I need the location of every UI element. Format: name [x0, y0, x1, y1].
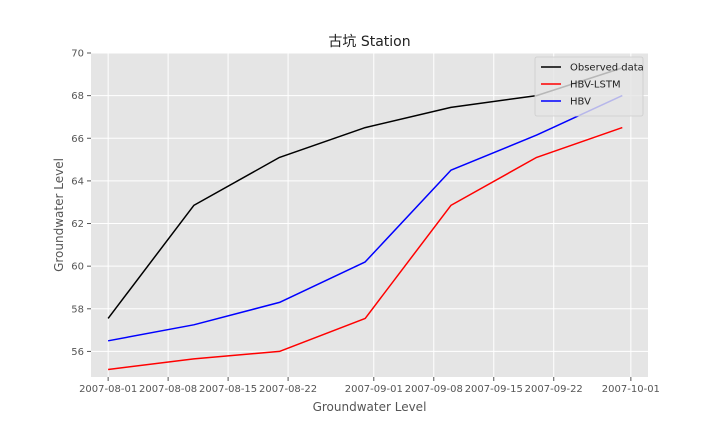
y-tick-label: 68 [71, 91, 84, 102]
y-tick-label: 66 [71, 134, 84, 145]
y-tick-label: 64 [71, 176, 84, 187]
x-tick-label: 2007-10-01 [602, 384, 660, 395]
legend-label-hbv: HBV [570, 97, 591, 108]
x-tick-label: 2007-08-15 [199, 384, 257, 395]
chart-title: 古坑 Station [328, 34, 410, 50]
x-tick-label: 2007-09-01 [345, 384, 403, 395]
legend-label-hbv-lstm: HBV-LSTM [570, 80, 621, 91]
series-line-hbv-lstm [108, 126, 623, 371]
y-tick-label: 58 [71, 304, 84, 315]
x-axis-ticks: 2007-08-01 2007-08-08 2007-08-15 2007-08-22… [79, 377, 660, 395]
y-tick-label: 70 [71, 49, 84, 60]
legend-box [534, 56, 644, 117]
x-tick-label: 2007-08-01 [79, 384, 137, 395]
y-axis-ticks: 56 58 60 62 64 66 68 70 [71, 49, 91, 358]
x-axis-label: Groundwater Level [313, 400, 427, 414]
legend-label-observed-data: Observed data [570, 63, 644, 74]
x-tick-label: 2007-09-15 [465, 384, 523, 395]
legend: Observed data HBV-LSTM HBV [534, 56, 644, 117]
y-tick-label: 60 [71, 262, 84, 273]
series-line-hbv [107, 94, 623, 342]
x-tick-label: 2007-09-08 [405, 384, 463, 395]
x-tick-label: 2007-08-22 [259, 384, 317, 395]
y-tick-label: 56 [71, 347, 84, 358]
x-tick-label: 2007-09-22 [525, 384, 583, 395]
y-axis-label: Groundwater Level [52, 158, 66, 272]
x-tick-label: 2007-08-08 [139, 384, 197, 395]
y-tick-label: 62 [71, 219, 84, 230]
